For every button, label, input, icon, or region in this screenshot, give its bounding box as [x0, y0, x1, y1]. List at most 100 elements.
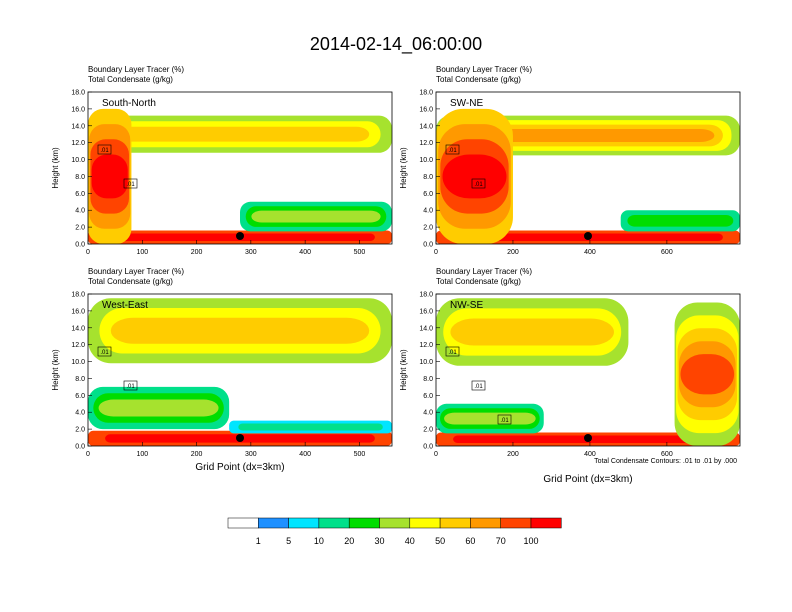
y-tick-label: 18.0 — [71, 90, 85, 97]
x-tick-label: 300 — [245, 249, 257, 256]
tracer-band-3-level-4 — [91, 154, 128, 199]
y-tick-label: 16.0 — [71, 308, 85, 315]
y-tick-label: 8.0 — [423, 174, 433, 181]
x-tick-label: 200 — [507, 249, 519, 256]
x-tick-label: 400 — [299, 249, 311, 256]
x-tick-label: 100 — [136, 451, 148, 458]
y-tick-label: 14.0 — [71, 123, 85, 130]
tracer-band-4-level-3 — [444, 412, 536, 425]
colorbar-swatch — [500, 517, 532, 529]
y-tick-label: 4.0 — [75, 410, 85, 417]
y-tick-label: 0.0 — [75, 444, 85, 451]
contour-label: .01 — [448, 148, 457, 154]
x-tick-label: 0 — [86, 249, 90, 256]
y-tick-label: 6.0 — [75, 393, 85, 400]
panel-header-condensate: Total Condensate (g/kg) — [88, 75, 173, 84]
panel-west-east: Boundary Layer Tracer (%)Total Condensat… — [51, 267, 393, 458]
panel-header-tracer: Boundary Layer Tracer (%) — [88, 267, 184, 276]
x-tick-label: 600 — [661, 451, 673, 458]
colorbar-swatch — [439, 517, 471, 529]
plot-frame — [87, 293, 393, 447]
x-tick-label: 200 — [507, 451, 519, 458]
y-tick-label: 0.0 — [75, 242, 85, 249]
colorbar-label: 5 — [286, 536, 291, 546]
y-tick-label: 8.0 — [75, 174, 85, 181]
y-axis-label: Height (km) — [51, 349, 60, 391]
colorbar-label: 100 — [523, 536, 538, 546]
colorbar-label: 20 — [344, 536, 354, 546]
tracer-band-4-level-2 — [238, 423, 383, 431]
panel-south-north: Boundary Layer Tracer (%)Total Condensat… — [51, 65, 393, 256]
panel-sw-ne: Boundary Layer Tracer (%)Total Condensat… — [399, 65, 741, 256]
x-tick-label: 0 — [434, 249, 438, 256]
y-axis-label: Height (km) — [51, 147, 60, 189]
y-tick-label: 0.0 — [423, 444, 433, 451]
panel-header-tracer: Boundary Layer Tracer (%) — [436, 65, 532, 74]
y-tick-label: 14.0 — [71, 325, 85, 332]
plot-frame — [435, 91, 741, 245]
contour-label-box — [445, 144, 460, 155]
tracer-band-3-level-4 — [442, 154, 507, 199]
y-axis-label: Height (km) — [399, 147, 408, 189]
contour-label-box — [445, 346, 460, 357]
plot-frame — [87, 91, 393, 245]
y-tick-label: 10.0 — [419, 359, 433, 366]
x-tick-label: 500 — [354, 249, 366, 256]
x-tick-label: 500 — [354, 451, 366, 458]
colorbar-label: 60 — [465, 536, 475, 546]
contour-label-box — [123, 178, 138, 189]
y-axis-label: Height (km) — [399, 349, 408, 391]
colorbar-swatch — [530, 517, 562, 529]
y-tick-label: 2.0 — [75, 427, 85, 434]
y-tick-label: 16.0 — [71, 106, 85, 113]
y-tick-label: 6.0 — [423, 191, 433, 198]
panel-header-condensate: Total Condensate (g/kg) — [436, 75, 521, 84]
contour-label: .01 — [474, 182, 483, 188]
colorbar-swatch — [348, 517, 380, 529]
y-tick-label: 14.0 — [419, 123, 433, 130]
site-marker — [236, 232, 244, 240]
tracer-band-1-level-3 — [450, 318, 614, 346]
x-tick-label: 400 — [584, 249, 596, 256]
contour-label: .01 — [126, 182, 135, 188]
x-axis-label-nw-se: Grid Point (dx=3km) — [543, 474, 632, 485]
x-tick-label: 300 — [245, 451, 257, 458]
y-tick-label: 12.0 — [71, 140, 85, 147]
x-tick-label: 200 — [191, 249, 203, 256]
colorbar-label: 30 — [374, 536, 384, 546]
y-tick-label: 8.0 — [423, 376, 433, 383]
panel-name: West-East — [102, 300, 148, 311]
panels: Boundary Layer Tracer (%)Total Condensat… — [51, 65, 741, 458]
y-tick-label: 10.0 — [71, 157, 85, 164]
y-tick-label: 10.0 — [71, 359, 85, 366]
contour-label-box — [97, 346, 112, 357]
y-tick-label: 2.0 — [423, 225, 433, 232]
tracer-band-1-level-4 — [461, 129, 715, 142]
x-tick-label: 0 — [86, 451, 90, 458]
panel-header-condensate: Total Condensate (g/kg) — [88, 277, 173, 286]
y-tick-label: 12.0 — [419, 140, 433, 147]
y-tick-label: 12.0 — [419, 342, 433, 349]
contour-label: .01 — [474, 384, 483, 390]
tracer-band-1-level-3 — [110, 317, 370, 344]
y-tick-label: 12.0 — [71, 342, 85, 349]
colorbar-swatch — [470, 517, 501, 529]
colorbar-swatch — [258, 517, 289, 529]
contour-label: .01 — [100, 350, 109, 356]
y-tick-label: 4.0 — [75, 208, 85, 215]
y-tick-label: 16.0 — [419, 106, 433, 113]
contour-label-box — [471, 380, 486, 391]
colorbar: 1 5 10 20 30 40 50 60 70 100 — [227, 517, 562, 546]
contour-label-box — [97, 144, 112, 155]
x-axis-label-west-east: Grid Point (dx=3km) — [195, 462, 284, 473]
y-tick-label: 18.0 — [71, 292, 85, 299]
tracer-band-4-level-3 — [251, 210, 381, 223]
y-tick-label: 6.0 — [423, 393, 433, 400]
contour-label-box — [123, 380, 138, 391]
panel-name: South-North — [102, 98, 156, 109]
tracer-band-3-level-3 — [98, 399, 219, 417]
colorbar-label: 1 — [256, 536, 261, 546]
site-marker — [236, 434, 244, 442]
colorbar-label: 10 — [314, 536, 324, 546]
x-tick-label: 400 — [584, 451, 596, 458]
